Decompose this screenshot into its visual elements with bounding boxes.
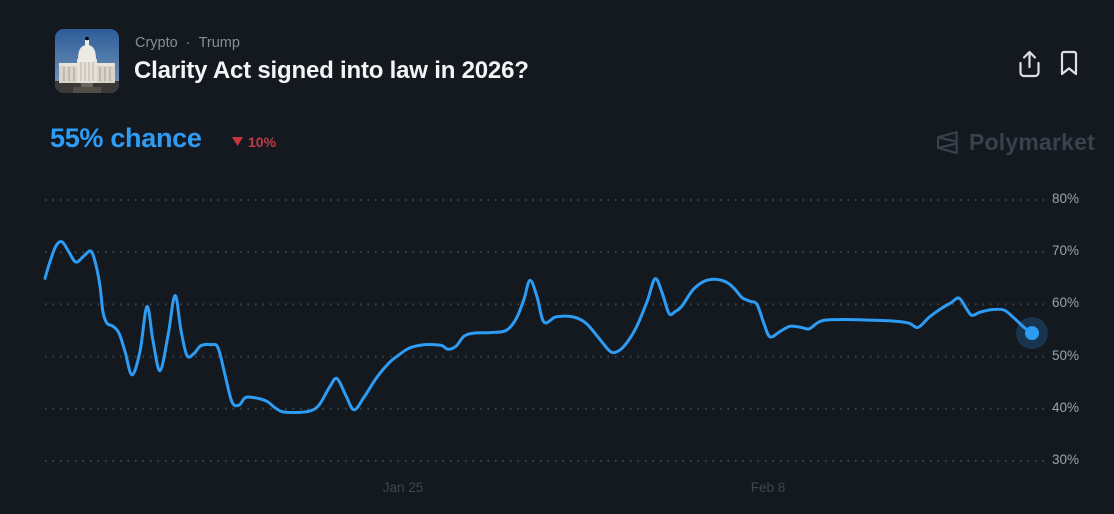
- x-axis-tick-label: Feb 8: [750, 480, 786, 495]
- price-change-value: 10%: [248, 134, 277, 150]
- polymarket-watermark: Polymarket: [933, 129, 1095, 156]
- price-line: [43, 240, 1034, 415]
- market-title: Clarity Act signed into law in 2026?: [134, 57, 529, 84]
- price-change-indicator: 10%: [232, 134, 276, 150]
- breadcrumb-subcategory[interactable]: Trump: [198, 35, 240, 51]
- capitol-image: [55, 29, 119, 93]
- y-axis-tick-label: 60%: [1052, 295, 1080, 311]
- polymarket-watermark-label: Polymarket: [969, 129, 1096, 155]
- breadcrumb-category[interactable]: Crypto: [135, 35, 178, 51]
- y-axis-tick-label: 40%: [1052, 399, 1080, 415]
- y-axis-tick-label: 80%: [1052, 191, 1080, 206]
- x-axis-tick-label: Jan 25: [382, 480, 424, 495]
- bookmark-icon: [1060, 50, 1078, 76]
- polymarket-logo-icon: [936, 131, 958, 155]
- y-axis-tick-label: 70%: [1052, 243, 1080, 259]
- share-button[interactable]: [1016, 49, 1043, 79]
- down-arrow-icon: [232, 137, 243, 146]
- share-upload-icon: [1019, 50, 1040, 78]
- market-avatar: [55, 29, 119, 93]
- current-point-marker: [1025, 326, 1039, 341]
- breadcrumb: Crypto · Trump: [135, 35, 240, 51]
- bookmark-button[interactable]: [1059, 50, 1079, 76]
- chance-value: 55% chance: [50, 123, 202, 153]
- breadcrumb-separator: ·: [185, 35, 191, 51]
- y-axis-tick-label: 30%: [1052, 452, 1080, 467]
- y-axis-tick-label: 50%: [1052, 347, 1080, 363]
